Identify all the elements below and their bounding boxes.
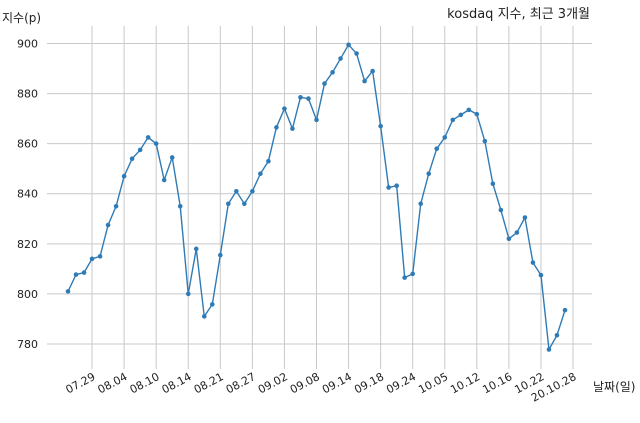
data-point (185, 291, 191, 297)
data-point (105, 222, 111, 228)
data-point (370, 68, 375, 74)
data-point (97, 254, 103, 259)
data-point (562, 307, 568, 313)
y-tick-label: 820 (17, 238, 38, 251)
data-point (290, 126, 295, 131)
data-points (65, 42, 568, 352)
y-tick-label: 840 (17, 188, 38, 201)
y-tick-label: 800 (17, 288, 38, 301)
x-tick-label: 08.21 (192, 370, 226, 396)
data-point (258, 171, 263, 177)
data-point (314, 117, 319, 123)
data-point (498, 207, 504, 213)
data-point (169, 155, 175, 160)
data-point (450, 117, 456, 123)
data-point (554, 332, 560, 338)
data-point (418, 201, 424, 207)
data-point (145, 135, 151, 140)
data-point (113, 203, 119, 209)
y-tick-label: 900 (17, 38, 38, 51)
x-tick-label: 08.04 (96, 370, 130, 396)
data-point (153, 141, 159, 146)
data-point (282, 106, 287, 111)
x-tick-label: 08.10 (128, 370, 162, 396)
x-tick-label: 08.14 (160, 370, 194, 396)
data-point (362, 78, 367, 84)
data-point (474, 111, 480, 117)
x-tick-label: 07.29 (64, 370, 98, 396)
data-point (378, 123, 383, 129)
data-point (538, 272, 544, 278)
data-point (250, 188, 255, 194)
data-point (65, 289, 71, 294)
data-point (386, 185, 391, 190)
data-point (482, 138, 488, 144)
data-point (322, 81, 327, 86)
x-tick-label: 09.02 (256, 370, 290, 396)
data-point (242, 201, 247, 207)
data-point (458, 112, 464, 118)
data-point (226, 201, 231, 207)
data-point (466, 107, 472, 113)
x-tick-label: 10.12 (448, 370, 482, 396)
data-point (546, 347, 552, 352)
data-point (346, 42, 351, 48)
x-tick-label: 09.18 (352, 370, 386, 396)
data-point (201, 314, 207, 319)
data-point (442, 135, 448, 140)
data-point (73, 272, 79, 277)
data-point (354, 51, 359, 56)
data-point (394, 183, 399, 189)
data-point (274, 125, 279, 130)
data-point (330, 70, 335, 75)
data-point (434, 146, 440, 151)
data-point (306, 96, 311, 101)
data-point (298, 95, 303, 100)
data-point (177, 203, 183, 209)
x-tick-label: 10.16 (480, 370, 514, 396)
data-point (338, 56, 343, 61)
x-tick-label: 08.27 (224, 370, 258, 396)
data-point (522, 215, 528, 220)
data-point (234, 188, 239, 194)
data-point (506, 236, 512, 242)
data-point (161, 177, 167, 183)
data-point (530, 260, 536, 265)
data-point (266, 158, 271, 164)
x-axis-ticks: 07.2908.0408.1008.1408.2108.2709.0209.08… (64, 370, 579, 404)
data-point (193, 246, 199, 252)
data-point (426, 171, 432, 177)
data-point (89, 256, 95, 262)
grid-lines (47, 26, 592, 369)
x-tick-label: 09.14 (320, 370, 354, 396)
data-point (410, 271, 415, 277)
data-point (514, 230, 520, 235)
x-tick-label: 10.05 (416, 370, 450, 396)
y-axis-ticks: 780 800 820 840 860 880 900 (17, 38, 38, 351)
data-point (137, 147, 143, 153)
data-point (81, 270, 87, 275)
y-tick-label: 880 (17, 88, 38, 101)
data-point (402, 275, 407, 280)
data-point (129, 156, 135, 161)
y-axis-label: 지수(p) (2, 11, 41, 25)
data-point (209, 302, 215, 307)
data-point (121, 173, 127, 179)
data-point (218, 252, 223, 258)
y-tick-label: 780 (17, 338, 38, 351)
x-tick-label: 09.24 (384, 370, 418, 396)
y-tick-label: 860 (17, 138, 38, 151)
data-point (490, 181, 496, 187)
x-axis-label: 날짜(일) (593, 380, 635, 394)
chart-title: kosdaq 지수, 최근 3개월 (447, 7, 590, 22)
x-tick-label: 09.08 (288, 370, 322, 396)
